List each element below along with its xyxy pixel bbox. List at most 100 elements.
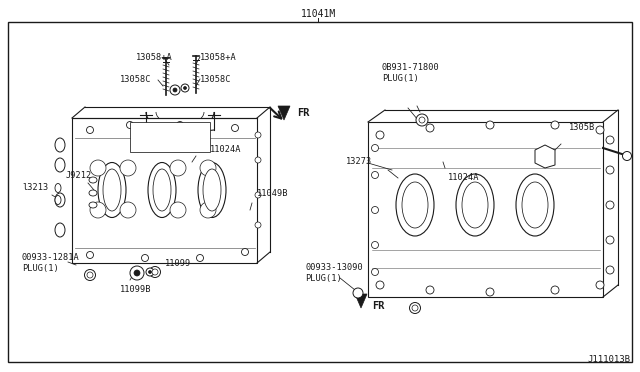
Circle shape <box>371 171 378 179</box>
Text: 13058+A: 13058+A <box>136 54 173 62</box>
Circle shape <box>173 88 177 92</box>
Circle shape <box>255 222 261 228</box>
FancyBboxPatch shape <box>130 122 210 152</box>
Polygon shape <box>355 294 367 308</box>
Circle shape <box>141 254 148 262</box>
Text: 11099: 11099 <box>165 259 191 267</box>
Ellipse shape <box>89 190 97 196</box>
Ellipse shape <box>103 169 121 211</box>
Circle shape <box>606 136 614 144</box>
Circle shape <box>130 266 144 280</box>
Circle shape <box>241 248 248 256</box>
Polygon shape <box>535 145 555 168</box>
Text: PLUG(1): PLUG(1) <box>305 273 342 282</box>
Circle shape <box>90 202 106 218</box>
Circle shape <box>86 251 93 259</box>
Circle shape <box>170 160 186 176</box>
Circle shape <box>84 269 95 280</box>
Circle shape <box>184 87 186 90</box>
Circle shape <box>551 121 559 129</box>
Circle shape <box>353 288 363 298</box>
Circle shape <box>596 126 604 134</box>
Circle shape <box>596 281 604 289</box>
Circle shape <box>170 202 186 218</box>
Text: FR: FR <box>297 108 310 118</box>
Circle shape <box>426 286 434 294</box>
Ellipse shape <box>55 193 65 207</box>
Text: 11099B: 11099B <box>120 285 152 295</box>
Ellipse shape <box>55 138 65 152</box>
Text: J111013B: J111013B <box>587 356 630 365</box>
Circle shape <box>120 202 136 218</box>
Circle shape <box>200 160 216 176</box>
Ellipse shape <box>462 182 488 228</box>
Ellipse shape <box>89 177 97 183</box>
Ellipse shape <box>55 196 61 205</box>
Ellipse shape <box>55 158 65 172</box>
Ellipse shape <box>516 174 554 236</box>
Ellipse shape <box>456 174 494 236</box>
Ellipse shape <box>203 169 221 211</box>
Text: 11041M: 11041M <box>300 9 335 19</box>
Ellipse shape <box>89 202 97 208</box>
Circle shape <box>177 122 184 128</box>
Text: 11024A: 11024A <box>210 144 241 154</box>
Circle shape <box>255 157 261 163</box>
Circle shape <box>410 302 420 314</box>
Circle shape <box>232 125 239 131</box>
Circle shape <box>196 254 204 262</box>
Ellipse shape <box>55 183 61 192</box>
Text: 00933-13090: 00933-13090 <box>305 263 363 273</box>
FancyBboxPatch shape <box>72 118 257 263</box>
Text: 11024A: 11024A <box>448 173 479 183</box>
Circle shape <box>134 270 140 276</box>
Circle shape <box>146 268 154 276</box>
Text: FR: FR <box>372 301 385 311</box>
Ellipse shape <box>148 163 176 218</box>
Ellipse shape <box>153 169 171 211</box>
Circle shape <box>170 85 180 95</box>
Text: PLUG(1): PLUG(1) <box>22 263 59 273</box>
Text: 13058C: 13058C <box>120 76 152 84</box>
Text: 13058C: 13058C <box>200 74 232 83</box>
Text: 00933-1281A: 00933-1281A <box>22 253 80 262</box>
Text: 13273: 13273 <box>346 157 372 167</box>
Circle shape <box>623 151 632 160</box>
Circle shape <box>371 269 378 276</box>
Circle shape <box>371 241 378 248</box>
Circle shape <box>86 126 93 134</box>
Circle shape <box>87 272 93 278</box>
Circle shape <box>376 131 384 139</box>
Circle shape <box>551 286 559 294</box>
Circle shape <box>606 201 614 209</box>
Polygon shape <box>278 106 290 120</box>
Circle shape <box>371 206 378 214</box>
Circle shape <box>127 122 134 128</box>
Ellipse shape <box>55 223 65 237</box>
Circle shape <box>419 117 425 123</box>
Circle shape <box>148 270 152 273</box>
Text: J9212: J9212 <box>66 170 92 180</box>
Circle shape <box>426 124 434 132</box>
Circle shape <box>255 132 261 138</box>
Ellipse shape <box>522 182 548 228</box>
Text: 13058+A: 13058+A <box>200 52 237 61</box>
Circle shape <box>120 160 136 176</box>
Circle shape <box>152 269 158 275</box>
Ellipse shape <box>98 163 126 218</box>
Ellipse shape <box>402 182 428 228</box>
Text: 11049B: 11049B <box>257 189 289 199</box>
Circle shape <box>416 114 428 126</box>
FancyBboxPatch shape <box>368 122 603 297</box>
Text: l3213: l3213 <box>22 183 48 192</box>
Circle shape <box>412 305 418 311</box>
Circle shape <box>255 192 261 198</box>
Circle shape <box>486 121 494 129</box>
Circle shape <box>200 202 216 218</box>
Ellipse shape <box>396 174 434 236</box>
Text: 0B931-71800
PLUG(1): 0B931-71800 PLUG(1) <box>382 63 440 83</box>
Circle shape <box>376 281 384 289</box>
Ellipse shape <box>198 163 226 218</box>
Circle shape <box>606 236 614 244</box>
Circle shape <box>371 144 378 151</box>
